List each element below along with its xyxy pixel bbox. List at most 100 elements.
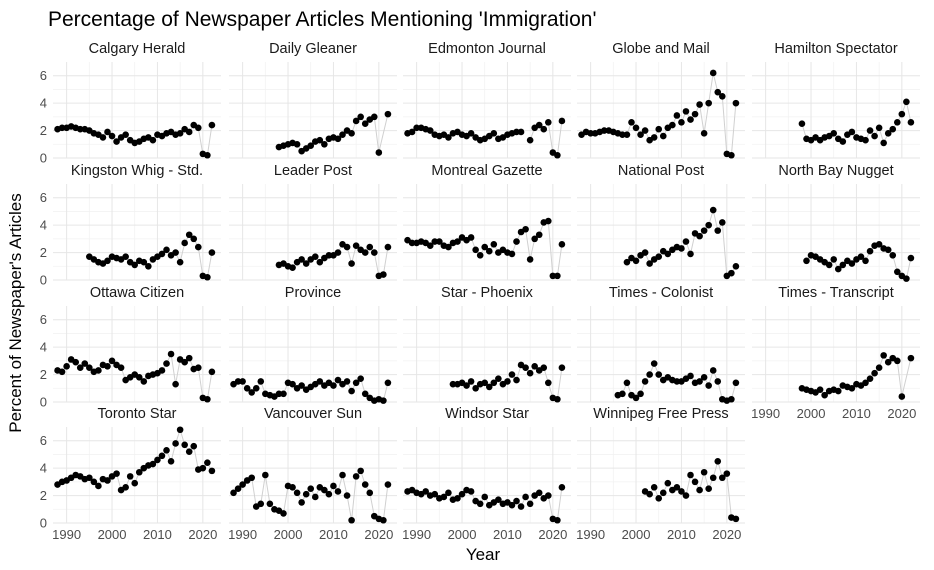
data-point	[289, 380, 296, 388]
data-point	[898, 110, 906, 118]
data-point	[194, 243, 202, 251]
data-point	[659, 132, 667, 140]
data-point	[167, 350, 175, 358]
major-gridlines	[577, 427, 745, 524]
data-point	[641, 249, 649, 256]
data-point	[623, 379, 631, 387]
data-point	[321, 486, 328, 494]
minor-gridlines	[53, 306, 221, 402]
data-point	[140, 258, 148, 266]
data-point	[700, 130, 708, 137]
data-point	[208, 249, 216, 256]
facet-panel: Montreal Gazette	[403, 163, 571, 281]
data-point	[889, 252, 897, 259]
data-point	[298, 256, 305, 263]
data-point	[619, 131, 626, 138]
data-point	[357, 375, 364, 382]
major-gridlines	[403, 184, 571, 281]
y-tick-label: 2	[40, 367, 47, 382]
data-point	[257, 500, 265, 508]
facet-strip-label: Times - Colonist	[609, 285, 713, 301]
data-point	[472, 246, 479, 254]
minor-gridlines	[577, 427, 745, 523]
minor-gridlines	[403, 62, 571, 158]
data-point	[696, 486, 703, 494]
data-point	[185, 128, 193, 136]
minor-gridlines	[403, 184, 571, 280]
y-tick-label: 4	[40, 96, 47, 111]
data-point	[436, 238, 443, 245]
data-point	[239, 481, 246, 488]
data-point	[862, 379, 869, 387]
major-gridlines	[403, 427, 571, 524]
data-point	[158, 367, 166, 374]
data-point	[508, 501, 516, 509]
facet-strip-label: Kingston Whig - Std.	[71, 163, 203, 179]
data-point	[330, 482, 337, 490]
data-point	[623, 258, 631, 266]
data-point	[361, 120, 369, 128]
data-point	[673, 484, 681, 491]
data-point	[535, 489, 543, 497]
data-point	[803, 257, 810, 265]
data-point	[135, 468, 143, 476]
major-gridlines	[752, 306, 920, 403]
data-point	[239, 378, 246, 385]
data-point	[508, 371, 516, 378]
data-point	[907, 254, 915, 262]
facet-panel: Globe and Mail	[577, 41, 745, 159]
facet-strip-label: Province	[285, 285, 341, 301]
data-point	[90, 478, 98, 486]
data-point	[513, 238, 520, 245]
data-point	[816, 386, 824, 393]
data-point	[293, 489, 301, 497]
data-point	[199, 464, 207, 472]
x-tick-label: 2000	[797, 406, 826, 421]
data-point	[361, 481, 369, 488]
data-point	[131, 479, 139, 487]
data-point	[104, 257, 111, 265]
data-point	[154, 456, 161, 464]
y-tick-label: 4	[40, 340, 47, 355]
data-point	[632, 124, 640, 132]
data-point	[700, 374, 708, 381]
data-point	[190, 235, 198, 243]
data-point	[380, 516, 387, 524]
data-point	[834, 265, 842, 273]
data-point	[830, 256, 838, 263]
data-point	[352, 473, 360, 480]
facet-strip-label: North Bay Nugget	[778, 163, 893, 179]
data-point	[884, 130, 892, 137]
minor-gridlines	[403, 306, 571, 402]
data-point	[682, 238, 690, 245]
data-point	[204, 459, 211, 466]
data-point	[540, 125, 548, 133]
data-point	[117, 364, 125, 372]
data-point	[526, 136, 534, 144]
data-point	[903, 275, 910, 282]
data-point	[728, 151, 735, 159]
data-point	[880, 352, 887, 359]
data-point	[58, 368, 66, 376]
facet-strip-label: Calgary Herald	[89, 41, 186, 57]
data-point	[664, 479, 672, 487]
data-point	[357, 113, 364, 121]
data-point	[709, 206, 717, 214]
data-point	[467, 234, 475, 241]
y-tick-label: 4	[40, 218, 47, 233]
data-point	[508, 250, 516, 258]
facet-panel: Times - Colonist	[577, 285, 745, 404]
data-point	[440, 493, 448, 501]
x-tick-label: 2020	[887, 406, 916, 421]
data-point	[467, 378, 475, 385]
data-point	[86, 364, 93, 372]
data-point	[709, 474, 717, 482]
data-point	[678, 245, 685, 252]
data-point	[650, 484, 658, 491]
data-point	[673, 112, 681, 119]
data-point	[181, 358, 188, 366]
data-point	[108, 357, 116, 365]
data-point	[714, 457, 722, 465]
data-point	[307, 142, 315, 149]
